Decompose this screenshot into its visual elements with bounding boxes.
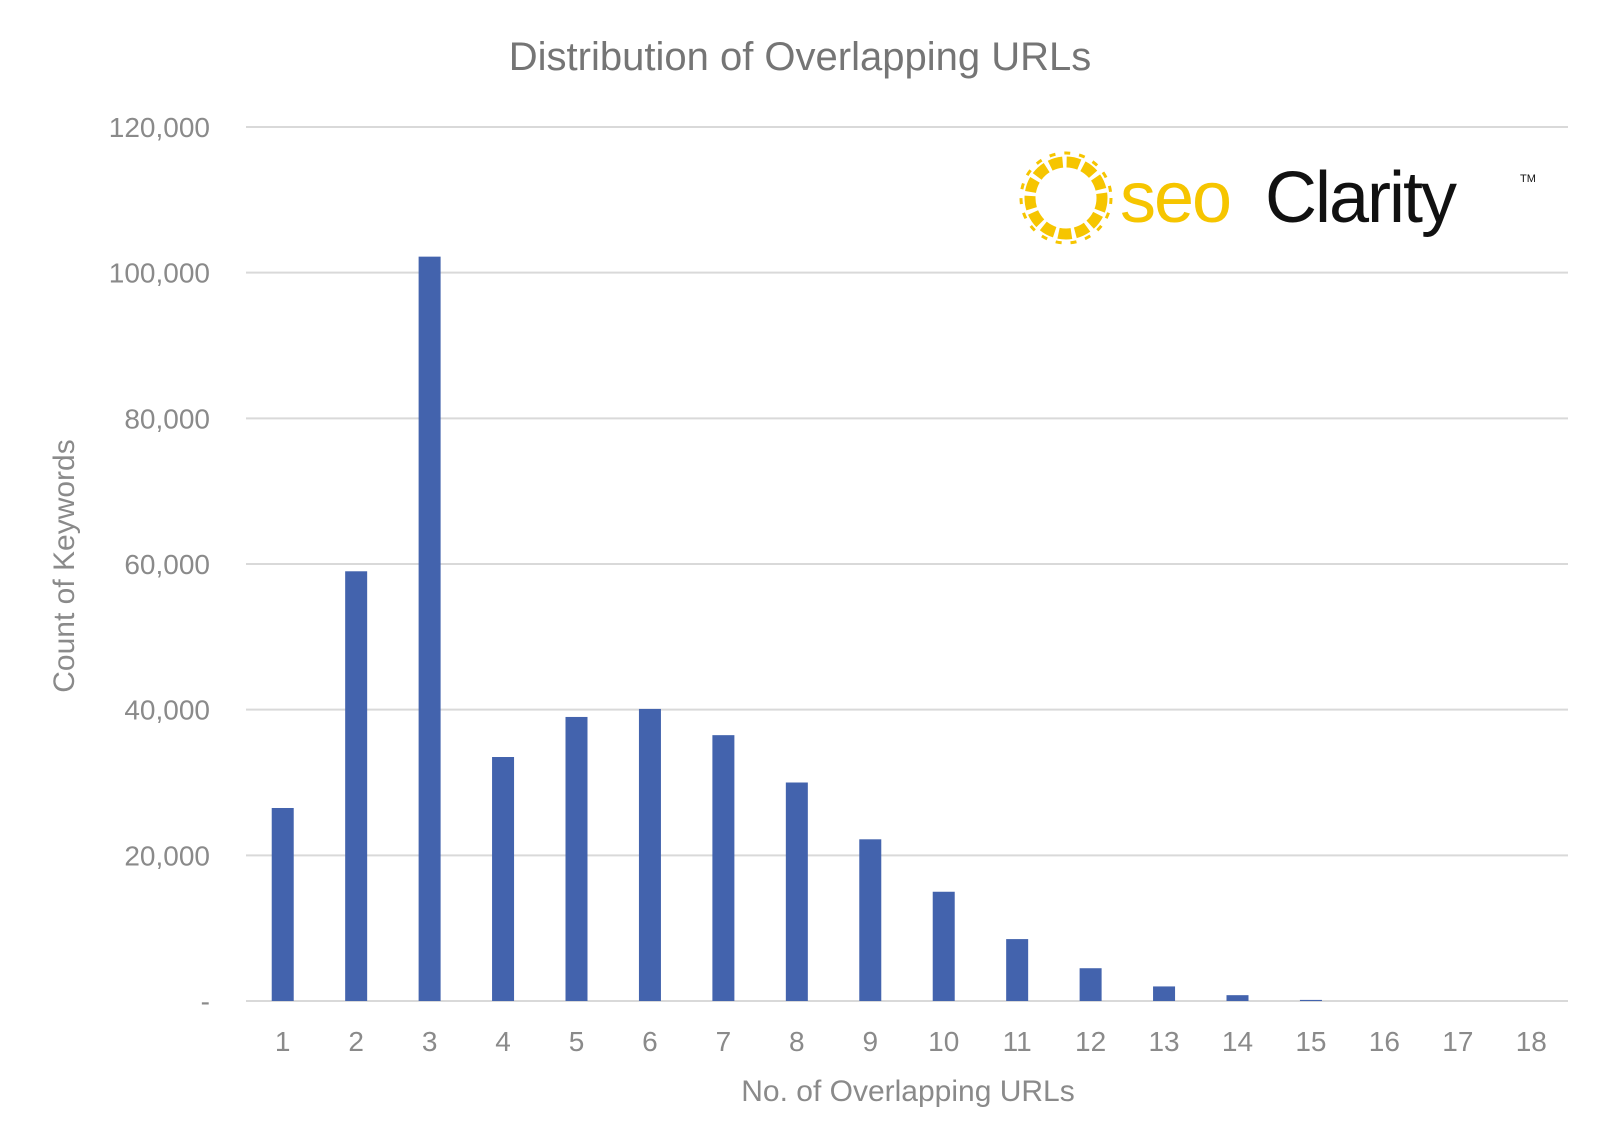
y-axis-label: Count of Keywords xyxy=(48,439,81,692)
x-tick-label: 16 xyxy=(1369,1026,1400,1057)
bar xyxy=(345,571,368,1001)
bar xyxy=(271,807,294,1001)
y-tick-label: 80,000 xyxy=(124,403,210,434)
bars xyxy=(271,256,1322,1002)
bar xyxy=(418,256,441,1002)
x-tick-label: 2 xyxy=(348,1026,364,1057)
gridlines xyxy=(246,126,1568,1002)
bar xyxy=(492,757,515,1001)
x-tick-label: 8 xyxy=(789,1026,805,1057)
y-axis-ticks: - 20,000 40,000 60,000 80,000 100,000 120,000 xyxy=(109,112,210,1017)
x-tick-label: 7 xyxy=(716,1026,732,1057)
x-tick-label: 3 xyxy=(422,1026,438,1057)
bar xyxy=(1006,939,1029,1001)
logo-clarity-text: Clarity xyxy=(1265,158,1457,238)
bar xyxy=(1299,999,1322,1001)
y-tick-label: 60,000 xyxy=(124,549,210,580)
seoclarity-logo: seo Clarity TM xyxy=(1019,151,1536,245)
x-tick-label: 11 xyxy=(1003,1026,1032,1057)
y-tick-label: 20,000 xyxy=(124,840,210,871)
x-tick-label: 18 xyxy=(1516,1026,1547,1057)
x-tick-label: 1 xyxy=(275,1026,291,1057)
bar xyxy=(859,839,882,1001)
x-tick-label: 14 xyxy=(1222,1026,1253,1057)
x-tick-label: 6 xyxy=(642,1026,658,1057)
bar xyxy=(1079,968,1102,1001)
x-tick-label: 17 xyxy=(1442,1026,1473,1057)
logo-seo-text: seo xyxy=(1120,158,1230,238)
x-axis-ticks: 1 2 3 4 5 6 7 8 9 10 11 12 13 14 15 16 17 18 xyxy=(275,1026,1547,1057)
x-tick-label: 10 xyxy=(928,1026,959,1057)
y-tick-label: 40,000 xyxy=(124,695,210,726)
x-tick-label: 4 xyxy=(495,1026,511,1057)
bar xyxy=(785,782,808,1001)
bar xyxy=(1153,986,1176,1001)
x-tick-label: 5 xyxy=(569,1026,585,1057)
bar xyxy=(638,708,661,1001)
x-tick-label: 13 xyxy=(1148,1026,1179,1057)
bar xyxy=(565,716,588,1001)
chart-title: Distribution of Overlapping URLs xyxy=(509,35,1091,79)
y-tick-label: 120,000 xyxy=(109,112,210,143)
sun-burst-icon xyxy=(1019,151,1113,245)
bar xyxy=(1226,995,1249,1001)
bar xyxy=(712,735,735,1001)
x-tick-label: 15 xyxy=(1295,1026,1326,1057)
bar xyxy=(932,891,955,1001)
y-tick-label: 100,000 xyxy=(109,258,210,289)
x-tick-label: 9 xyxy=(862,1026,878,1057)
y-tick-label: - xyxy=(201,986,210,1017)
logo-trademark: TM xyxy=(1520,173,1536,185)
x-tick-label: 12 xyxy=(1075,1026,1106,1057)
x-axis-label: No. of Overlapping URLs xyxy=(741,1075,1075,1108)
